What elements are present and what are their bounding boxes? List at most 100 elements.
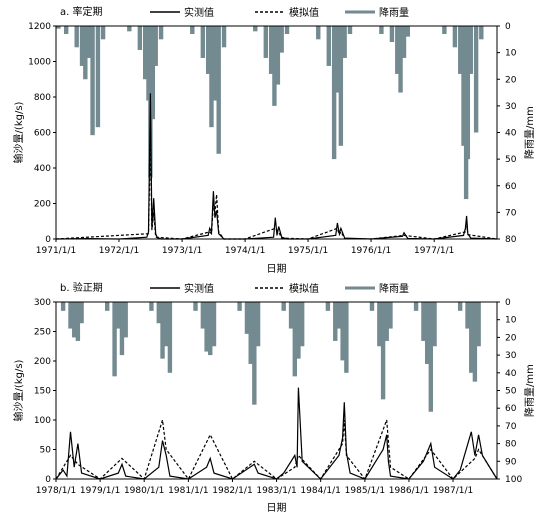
- y-tick-label: 50: [40, 446, 52, 456]
- rain-bar: [127, 26, 132, 32]
- x-tick-label: 1981/1/1: [168, 486, 208, 496]
- x-tick-label: 1985/1/1: [345, 486, 385, 496]
- rain-bar: [255, 302, 261, 347]
- y-tick-label: 1200: [28, 22, 51, 32]
- rain-bar: [338, 26, 344, 146]
- rain-bar: [342, 26, 347, 58]
- panel-validation: 0 50 100 150 200 250 300 0 10 20 30 40 50 60 70 80 90 100…: [12, 281, 536, 514]
- rain-bar: [428, 302, 434, 412]
- rain-bar: [395, 26, 400, 74]
- rain-bar: [149, 302, 154, 311]
- rain-bar: [79, 302, 84, 324]
- rain-bar: [160, 302, 165, 359]
- rain-bar: [331, 26, 337, 160]
- y2-tick-label: 60: [505, 182, 517, 192]
- rain-bar: [63, 26, 69, 34]
- rain-bar: [384, 302, 389, 341]
- y-tick-label: 200: [34, 200, 51, 210]
- y2-tick-label: 0: [505, 298, 511, 308]
- rain-bar: [75, 302, 81, 341]
- x-tick-label: 1974/1/1: [225, 246, 265, 256]
- y2-tick-label: 70: [505, 208, 517, 218]
- y-tick-label: 200: [34, 357, 51, 367]
- rain-bar: [469, 302, 474, 373]
- y2-axis-label: 降雨量/mm: [523, 364, 536, 417]
- y2-tick-label: 80: [505, 235, 517, 245]
- rain-bar: [335, 26, 340, 93]
- rain-bar: [347, 26, 353, 34]
- x-tick-label: 1984/1/1: [300, 486, 340, 496]
- y-tick-label: 800: [34, 93, 51, 103]
- rain-bar: [316, 26, 321, 40]
- rain-bar: [473, 26, 479, 133]
- y2-tick-label: 40: [505, 129, 517, 139]
- rain-bar: [153, 26, 158, 66]
- y2-tick-label: 50: [505, 155, 517, 165]
- rain-bar: [333, 302, 338, 341]
- y2-tick-label: 0: [505, 22, 511, 32]
- rain-bar: [380, 302, 386, 400]
- rain-bar: [457, 302, 463, 311]
- observed-series-line: [55, 93, 498, 240]
- rain-bar: [479, 26, 484, 40]
- simulated-series-line: [55, 139, 498, 240]
- x-tick-label: 1977/1/1: [414, 246, 454, 256]
- y2-tick-label: 10: [505, 316, 517, 326]
- legend-label: 模拟值: [289, 6, 319, 19]
- y2-tick-label: 40: [505, 369, 517, 379]
- y-tick-label: 100: [34, 416, 51, 426]
- rain-bar: [461, 26, 466, 146]
- rain-bar: [79, 26, 85, 66]
- rain-bar: [452, 26, 458, 48]
- rain-bar: [105, 302, 110, 311]
- panel-calibration: 0 200 400 600 800 1000 1200 0 10 20 30 40 50 60 70 80 19…: [12, 5, 536, 275]
- rain-bar: [281, 302, 286, 311]
- rain-bar: [143, 26, 148, 80]
- rain-bar: [252, 302, 257, 405]
- rain-bar: [237, 302, 242, 311]
- rain-bar: [340, 302, 345, 361]
- rain-bar: [116, 302, 121, 329]
- rain-bar: [193, 302, 198, 311]
- rain-bar: [83, 26, 88, 80]
- rain-bar: [200, 26, 206, 58]
- rain-bar: [253, 26, 258, 32]
- rain-bar: [432, 302, 437, 347]
- rain-bar: [72, 302, 77, 338]
- y-tick-label: 400: [34, 164, 51, 174]
- legend-label: 降雨量: [379, 282, 409, 295]
- y-axis-label: 输沙量/(kg/s): [12, 101, 25, 163]
- rain-bar: [413, 302, 419, 311]
- y-tick-label: 1000: [28, 58, 51, 68]
- rain-bar: [388, 302, 393, 329]
- rain-bar: [60, 302, 66, 311]
- rain-bar: [190, 26, 195, 34]
- y2-tick-label: 30: [505, 102, 517, 112]
- rain-bar: [472, 302, 478, 382]
- rain-bar: [123, 302, 128, 338]
- rain-bar: [205, 26, 211, 74]
- rain-bar: [379, 26, 384, 34]
- y-tick-label: 250: [34, 328, 51, 338]
- panel-title: a. 率定期: [60, 5, 103, 18]
- simulated-series-line: [55, 419, 498, 481]
- rain-bar: [100, 26, 106, 40]
- rain-bar: [137, 26, 143, 50]
- rain-bar: [369, 302, 375, 311]
- rain-bar: [401, 26, 407, 58]
- y2-tick-label: 100: [505, 475, 522, 485]
- rain-bar: [476, 302, 481, 347]
- y2-tick-label: 20: [505, 333, 517, 343]
- x-tick-label: 1975/1/1: [288, 246, 328, 256]
- x-tick-label: 1979/1/1: [80, 486, 120, 496]
- rain-bar: [288, 302, 294, 329]
- y-tick-label: 300: [34, 298, 51, 308]
- rain-bar: [344, 302, 349, 373]
- rain-bar: [405, 26, 410, 37]
- rain-bar: [209, 26, 214, 128]
- y2-tick-label: 50: [505, 387, 517, 397]
- y2-tick-label: 10: [505, 49, 517, 59]
- rain-bar: [86, 26, 91, 58]
- rain-bar: [216, 26, 221, 154]
- rain-bar: [221, 26, 227, 48]
